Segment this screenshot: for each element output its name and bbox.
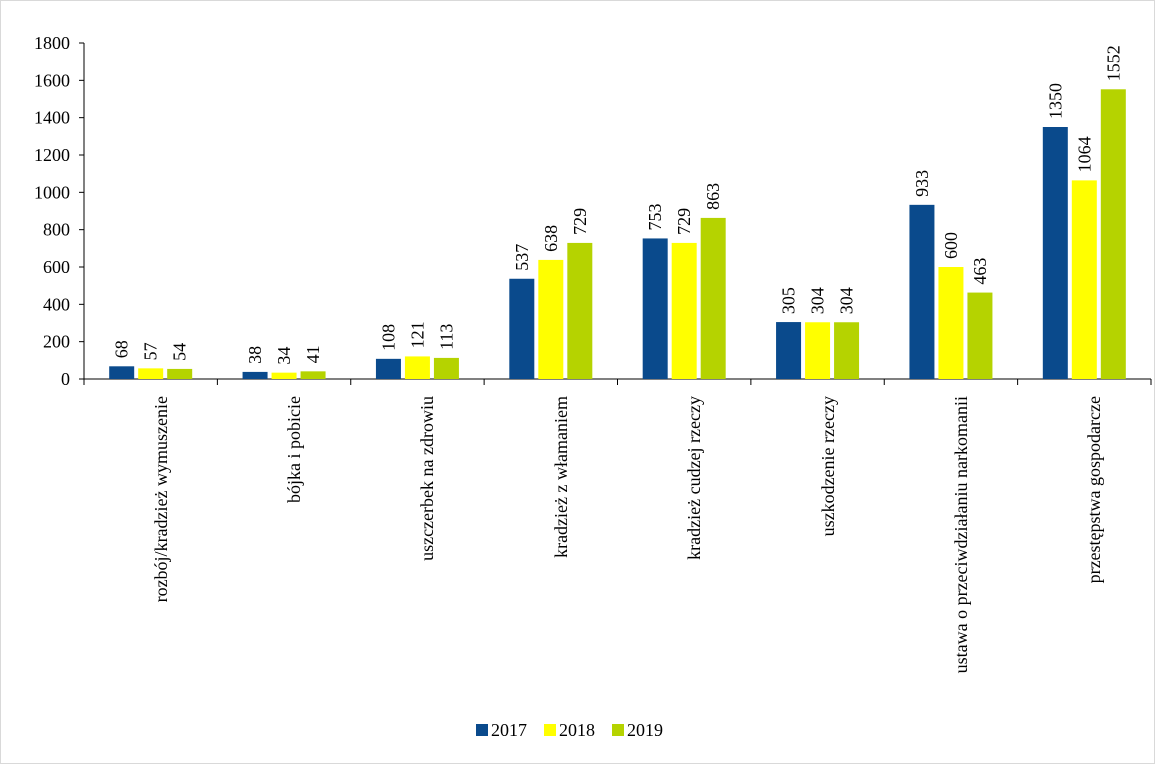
data-label: 304 (808, 287, 828, 314)
bar (909, 204, 935, 379)
bar (938, 267, 964, 379)
data-label: 41 (303, 345, 323, 363)
data-label: 638 (541, 225, 561, 252)
data-label: 729 (674, 208, 694, 235)
legend-swatch (544, 724, 556, 736)
data-label: 38 (245, 346, 265, 364)
data-label: 57 (141, 342, 161, 360)
y-tick-label: 1200 (34, 145, 70, 165)
y-tick-label: 800 (43, 220, 70, 240)
x-tick-label: uszczerbek na zdrowiu (417, 396, 438, 561)
data-label: 305 (779, 287, 799, 314)
bar (509, 278, 535, 379)
x-tick-label: uszkodzenie rzeczy (817, 396, 838, 537)
y-tick-label: 200 (43, 332, 70, 352)
x-tick-label: ustawa o przeciwdziałaniu narkomanii (950, 396, 971, 674)
bar (271, 372, 297, 379)
bar (375, 358, 401, 379)
bar (404, 356, 430, 379)
x-tick-label: przestępstwa gospodarcze (1084, 396, 1105, 584)
bar (671, 242, 697, 379)
bar (567, 242, 593, 379)
legend-label: 2019 (627, 720, 663, 740)
bar (1042, 127, 1068, 379)
x-tick-label: bójka i pobicie (284, 396, 305, 503)
y-tick-label: 1600 (34, 70, 70, 90)
y-tick-label: 0 (61, 369, 70, 389)
data-label: 304 (837, 287, 857, 314)
y-tick-label: 600 (43, 257, 70, 277)
data-label: 54 (170, 343, 190, 361)
y-tick-label: 400 (43, 294, 70, 314)
data-label: 753 (645, 203, 665, 230)
bar (700, 217, 726, 379)
legend-swatch (476, 724, 488, 736)
data-label: 121 (407, 321, 427, 348)
x-tick-label: kradzież z włamaniem (550, 396, 571, 558)
legend-label: 2017 (491, 720, 527, 740)
y-tick-label: 1800 (34, 33, 70, 53)
bar (167, 368, 193, 379)
x-tick-label: rozbój/kradzież wymuszenie (150, 396, 171, 603)
bar (1071, 180, 1097, 379)
bar (1100, 89, 1126, 379)
bar (300, 371, 326, 379)
bar (834, 322, 860, 379)
y-tick-label: 1400 (34, 108, 70, 128)
data-label: 1064 (1074, 136, 1094, 172)
legend-swatch (612, 724, 624, 736)
data-label: 113 (436, 324, 456, 350)
legend-label: 2018 (559, 720, 595, 740)
bar (433, 357, 459, 379)
bar (242, 371, 268, 379)
data-label: 108 (378, 324, 398, 351)
data-label: 68 (112, 340, 132, 358)
x-tick-label: kradzież cudzej rzeczy (684, 396, 705, 560)
data-label: 933 (912, 170, 932, 197)
bar (138, 368, 164, 379)
bar (776, 322, 802, 379)
bar (642, 238, 668, 379)
bar (805, 322, 831, 379)
data-label: 463 (970, 258, 990, 285)
data-label: 34 (274, 347, 294, 365)
bar (109, 366, 135, 379)
data-label: 1350 (1045, 83, 1065, 119)
bar (538, 259, 564, 379)
data-label: 537 (512, 244, 532, 271)
y-tick-label: 1000 (34, 182, 70, 202)
data-label: 729 (570, 208, 590, 235)
bar (967, 292, 993, 379)
data-label: 1552 (1103, 45, 1123, 81)
data-label: 600 (941, 232, 961, 259)
data-label: 863 (703, 183, 723, 210)
